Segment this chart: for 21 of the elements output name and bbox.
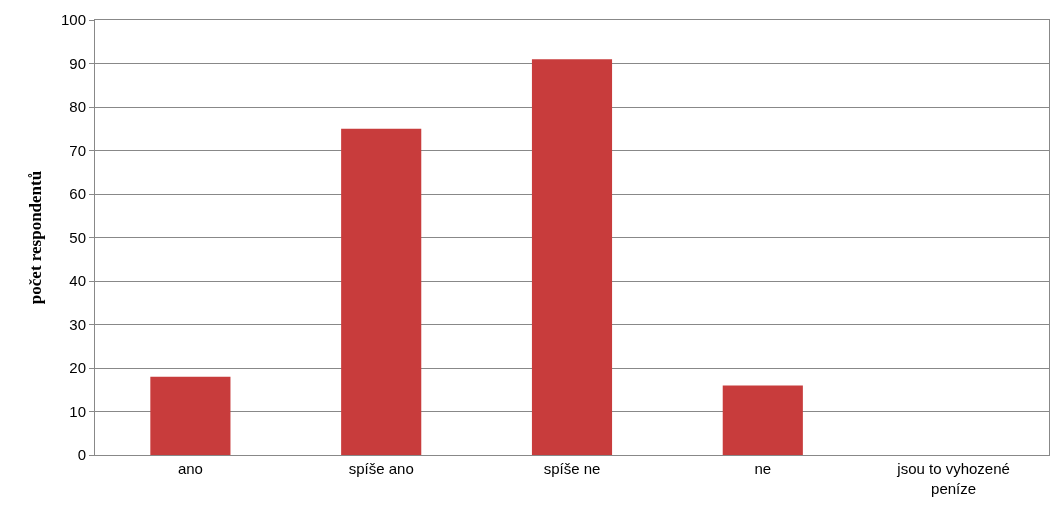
y-tick-label: 60 [69, 185, 86, 203]
x-tick-label: ano [177, 460, 203, 477]
y-tick-label: 100 [60, 11, 86, 29]
x-tick-label: jsou to vyhozené peníze [896, 460, 1010, 497]
bar [531, 59, 613, 455]
y-tick-label: 50 [69, 228, 86, 246]
y-tick-label: 20 [69, 359, 86, 377]
y-tick-label: 0 [77, 446, 86, 464]
bar [341, 128, 422, 455]
y-tick-label: 70 [69, 141, 86, 159]
bar [150, 376, 231, 455]
bar [722, 385, 803, 455]
y-tick-label: 10 [69, 402, 86, 420]
y-tick-label: 90 [69, 54, 86, 72]
x-tick-label: ne [754, 460, 772, 477]
y-tick-label: 40 [69, 272, 86, 290]
x-tick-label: spíše ano [348, 460, 414, 477]
y-tick-label: 30 [69, 315, 86, 333]
y-axis-title: počet respondentů [25, 170, 45, 305]
y-tick-label: 80 [69, 98, 86, 116]
x-tick-label: spíše ne [543, 460, 601, 477]
